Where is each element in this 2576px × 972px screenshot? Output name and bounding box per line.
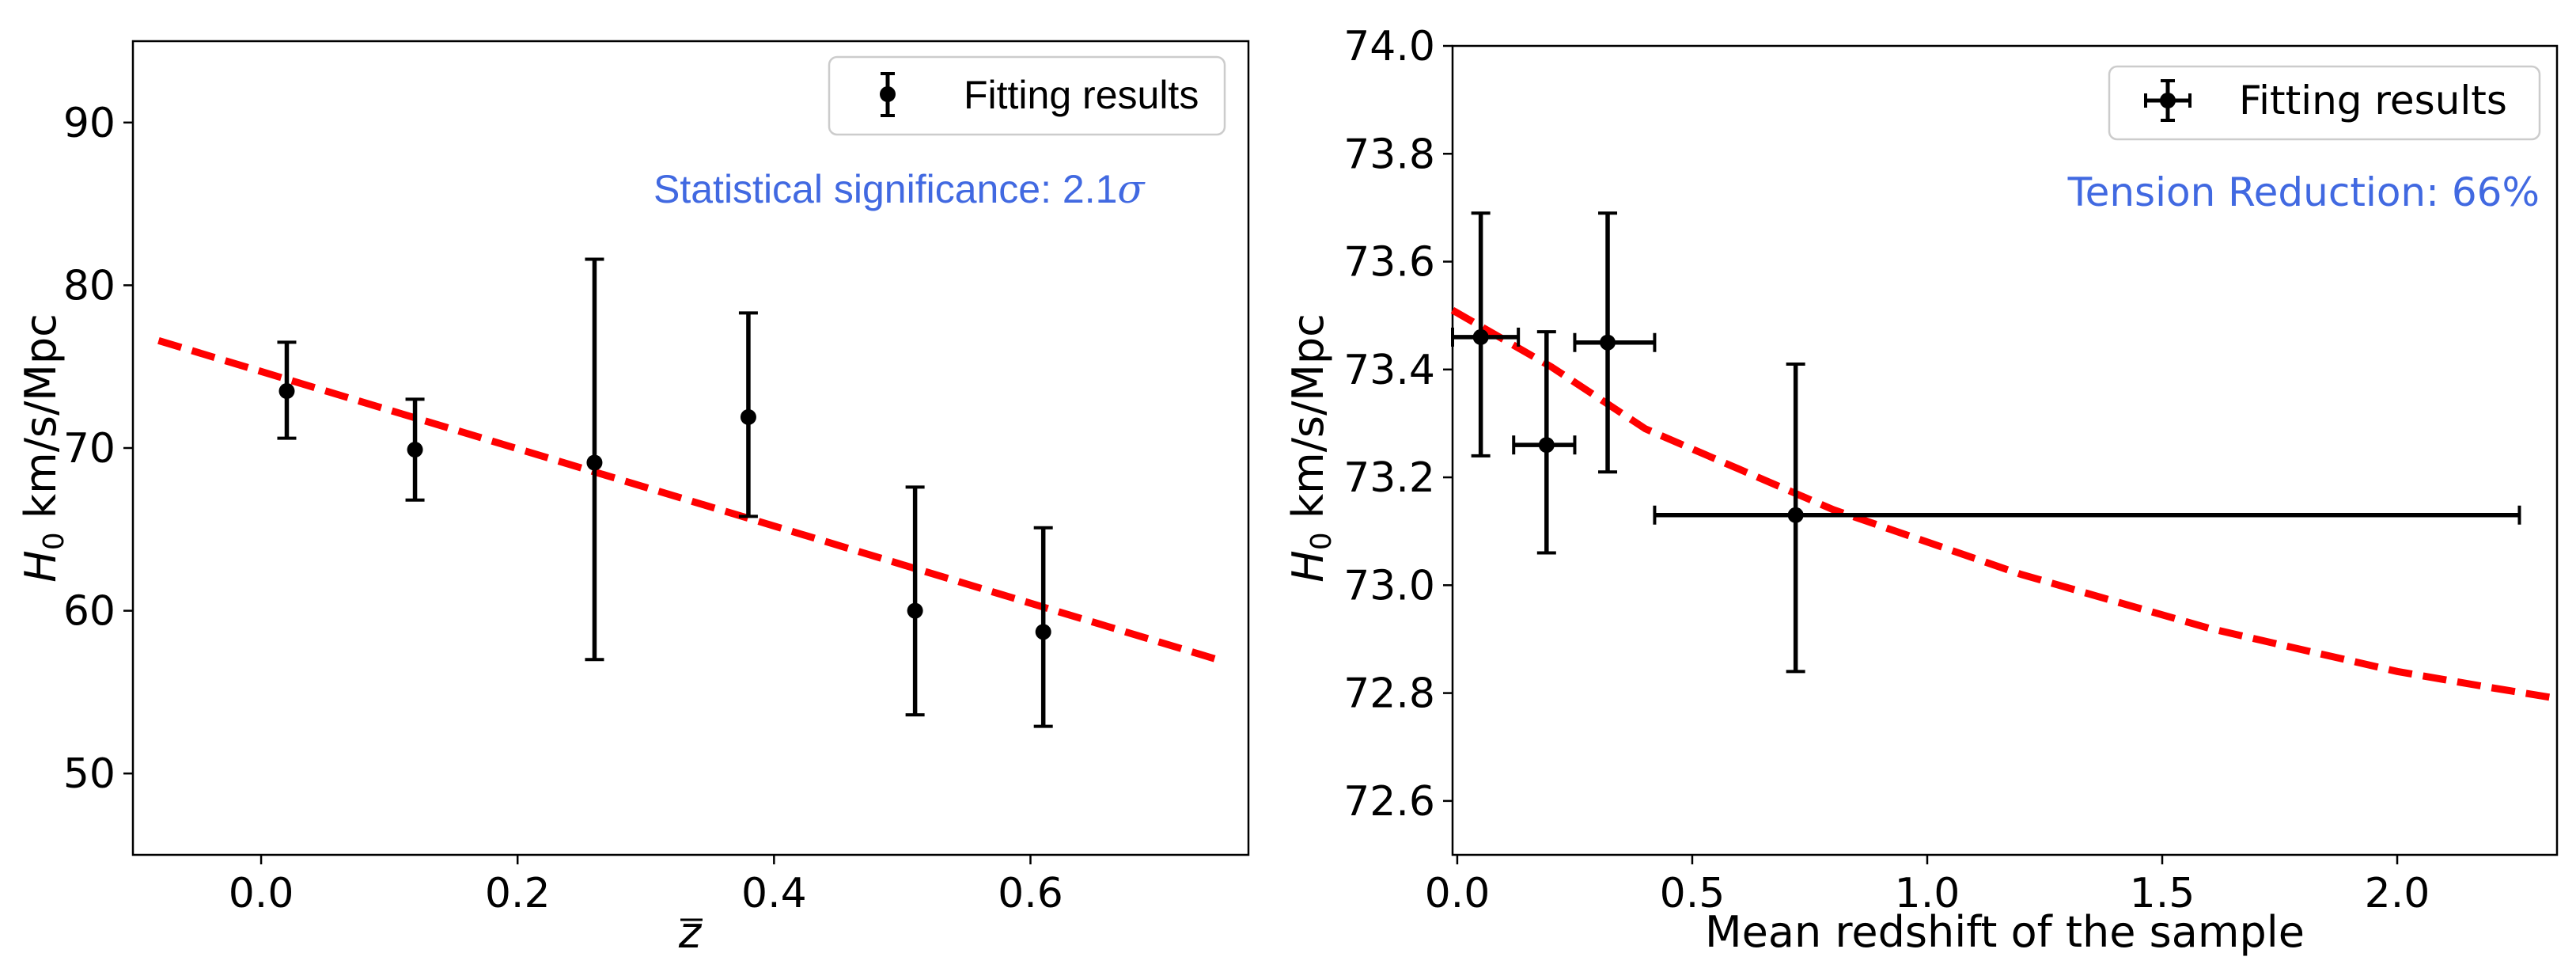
right-fit xyxy=(1450,306,2558,702)
right-y-tick-label: 73.2 xyxy=(1343,454,1435,502)
right-point-marker xyxy=(1787,507,1804,523)
right-data-point-3 xyxy=(1573,211,1657,474)
left-data-point-2 xyxy=(405,397,425,502)
left-x-axis-symbol: z xyxy=(678,908,703,958)
right-ticks: 0.0 0.5 1.0 1.5 2.0 72.6 72.8 73.0 73.2 73.4 73.6 7… xyxy=(1343,23,2430,917)
left-point-marker xyxy=(1035,624,1051,640)
left-legend: Fitting results xyxy=(828,55,1226,136)
right-point-marker xyxy=(1600,334,1616,351)
left-annotation: Statistical significance: 2.1σ xyxy=(653,166,1146,212)
left-y-axis-unit: km/s/Mpc xyxy=(16,313,66,532)
left-point-marker xyxy=(740,408,756,425)
right-y-axis-unit: km/s/Mpc xyxy=(1283,313,1333,532)
left-ticks: 0.0 0.2 0.4 0.6 50 60 70 80 90 xyxy=(63,100,1063,917)
left-x-tick-label: 0.4 xyxy=(741,870,807,917)
right-legend-box xyxy=(2108,65,2541,141)
left-fit-line xyxy=(157,336,1224,665)
left-y-tick-label: 70 xyxy=(63,425,116,473)
right-x-tick-label: 1.5 xyxy=(2130,870,2195,917)
right-x-tick-label: 0.5 xyxy=(1660,870,1726,917)
left-data-point-3 xyxy=(585,257,604,662)
right-legend: Fitting results xyxy=(2108,65,2541,141)
left-legend-label: Fitting results xyxy=(964,73,1199,117)
right-legend-label: Fitting results xyxy=(2239,78,2507,123)
right-y-tick-label: 73.6 xyxy=(1343,239,1435,287)
right-y-tick-label: 74.0 xyxy=(1343,23,1435,70)
left-fit xyxy=(157,336,1224,665)
right-y-tick-label: 73.8 xyxy=(1343,131,1435,178)
right-panel: 0.0 0.5 1.0 1.5 2.0 72.6 72.8 73.0 73.2 73.4 73.6 7… xyxy=(1283,23,2559,957)
right-point-marker xyxy=(1472,328,1489,345)
left-data-point-1 xyxy=(277,340,297,440)
right-y-tick-label: 73.0 xyxy=(1343,562,1435,609)
left-y-tick-label: 80 xyxy=(63,262,116,309)
left-y-tick-label: 90 xyxy=(63,100,116,147)
left-legend-box xyxy=(828,55,1226,136)
left-legend-marker xyxy=(880,86,896,102)
left-point-marker xyxy=(278,383,295,400)
right-y-axis-label: H0 km/s/Mpc xyxy=(1283,313,1338,583)
left-y-tick-label: 50 xyxy=(63,750,116,798)
right-points xyxy=(1451,211,2521,674)
left-data-point-4 xyxy=(738,311,758,518)
right-data-point-4 xyxy=(1653,362,2521,674)
right-y-tick-label: 73.4 xyxy=(1343,347,1435,394)
left-annotation-sigma: σ xyxy=(1117,166,1146,212)
right-x-tick-label: 0.0 xyxy=(1425,870,1491,917)
left-data-point-5 xyxy=(905,485,925,717)
right-plot-frame xyxy=(1451,44,2559,856)
right-y-tick-label: 72.6 xyxy=(1343,778,1435,826)
left-point-marker xyxy=(586,454,603,471)
right-fit-line xyxy=(1450,306,2558,702)
left-y-tick-label: 60 xyxy=(63,588,116,636)
right-x-tick-label: 2.0 xyxy=(2365,870,2430,917)
left-x-axis-label: z xyxy=(678,908,703,958)
left-x-tick-label: 0.2 xyxy=(485,870,551,917)
right-data-point-2 xyxy=(1512,330,1577,555)
right-annotation: Tension Reduction: 66% xyxy=(2067,169,2540,215)
right-data-point-1 xyxy=(1451,211,1521,458)
right-y-axis-symbol: H xyxy=(1283,550,1333,583)
left-y-axis-subscript: 0 xyxy=(38,532,70,550)
right-x-tick-label: 1.0 xyxy=(1895,870,1960,917)
left-data-point-6 xyxy=(1033,526,1053,728)
left-y-axis-symbol: H xyxy=(16,550,66,583)
left-point-marker xyxy=(407,442,423,458)
right-y-axis-subscript: 0 xyxy=(1305,532,1338,550)
left-x-tick-label: 0.0 xyxy=(229,870,294,917)
right-legend-marker xyxy=(2160,93,2176,108)
left-points xyxy=(277,257,1053,728)
left-point-marker xyxy=(907,602,923,619)
left-y-axis-label: H0 km/s/Mpc xyxy=(16,313,70,583)
right-point-marker xyxy=(1538,437,1555,454)
left-plot-frame xyxy=(131,40,1250,856)
left-x-tick-label: 0.6 xyxy=(998,870,1063,917)
right-y-tick-label: 72.8 xyxy=(1343,670,1435,718)
right-x-axis-label: Mean redshift of the sample xyxy=(1705,907,2305,957)
left-annotation-text: Statistical significance: 2.1 xyxy=(653,167,1117,211)
left-panel: 0.0 0.2 0.4 0.6 50 60 70 80 90 z H0 km/s/Mpc Fit… xyxy=(16,40,1250,958)
